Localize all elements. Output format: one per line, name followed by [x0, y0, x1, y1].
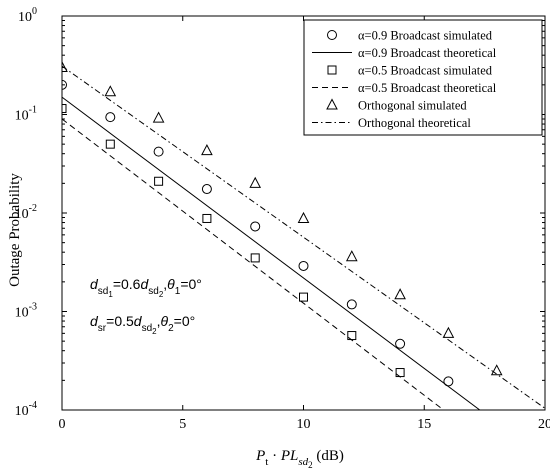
legend-box — [303, 19, 543, 136]
x-tick-label: 5 — [179, 417, 186, 432]
data-point — [62, 60, 68, 73]
data-point — [490, 364, 503, 376]
legend: α=0.9 Broadcast simulated α=0.9 Broadcast… — [303, 19, 543, 136]
data-point — [62, 104, 67, 114]
data-point — [104, 85, 117, 97]
series-layer — [62, 60, 545, 410]
y-tick-label: 100 — [18, 6, 37, 25]
data-point — [153, 146, 164, 157]
legend-entry-label: α=0.5 Broadcast theoretical — [358, 81, 497, 95]
data-point — [105, 139, 115, 149]
data-point — [250, 253, 260, 263]
x-tick-label: 15 — [417, 417, 431, 432]
series-4 — [62, 60, 503, 376]
y-axis-title: Outage Probability — [7, 173, 23, 287]
legend-marker-swatch — [327, 65, 337, 75]
legend-entry-label: Orthogonal simulated — [358, 99, 467, 113]
data-point — [346, 299, 357, 310]
legend-entry-label: Orthogonal theoretical — [358, 116, 471, 130]
data-point — [297, 211, 310, 223]
x-tick-label: 20 — [538, 417, 550, 432]
data-point — [298, 260, 309, 271]
data-point — [345, 250, 358, 262]
x-tick-label: 10 — [297, 417, 311, 432]
series-line — [62, 96, 481, 410]
data-point — [152, 111, 165, 123]
data-point — [394, 288, 406, 300]
legend-entry-label: α=0.9 Broadcast simulated — [358, 29, 493, 43]
series-line — [62, 65, 545, 409]
x-tick-label: 0 — [59, 417, 66, 432]
annotation-text: dsd1=0.6dsd2,θ1=0° — [90, 276, 202, 299]
series-5 — [62, 65, 545, 409]
data-point — [202, 213, 212, 223]
y-tick-label: 10-4 — [15, 400, 37, 419]
x-axis-title: Pt · PLsd2 (dB) — [255, 448, 344, 470]
data-point — [201, 184, 212, 195]
series-1 — [62, 96, 481, 410]
data-point — [249, 176, 262, 188]
y-tick-label: 10-1 — [15, 105, 37, 124]
legend-marker-swatch — [327, 30, 337, 40]
data-point — [250, 221, 261, 232]
data-point — [105, 112, 116, 123]
annotations: dsd1=0.6dsd2,θ1=0° dsr=0.5dsd2,θ2=0° — [90, 276, 202, 336]
y-tick-label: 10-2 — [15, 203, 37, 222]
data-point — [154, 176, 164, 186]
data-point — [299, 292, 308, 302]
data-point — [395, 338, 406, 349]
legend-entry-label: α=0.9 Broadcast theoretical — [358, 46, 497, 60]
data-point — [442, 326, 455, 338]
legend-marker-swatch — [326, 98, 338, 110]
legend-entry-label: α=0.5 Broadcast simulated — [358, 64, 493, 78]
y-tick-label: 10-3 — [15, 302, 37, 321]
data-point — [62, 79, 67, 90]
data-point — [201, 144, 213, 156]
annotation-text: dsr=0.5dsd2,θ2=0° — [90, 313, 195, 336]
series-0 — [62, 79, 454, 387]
